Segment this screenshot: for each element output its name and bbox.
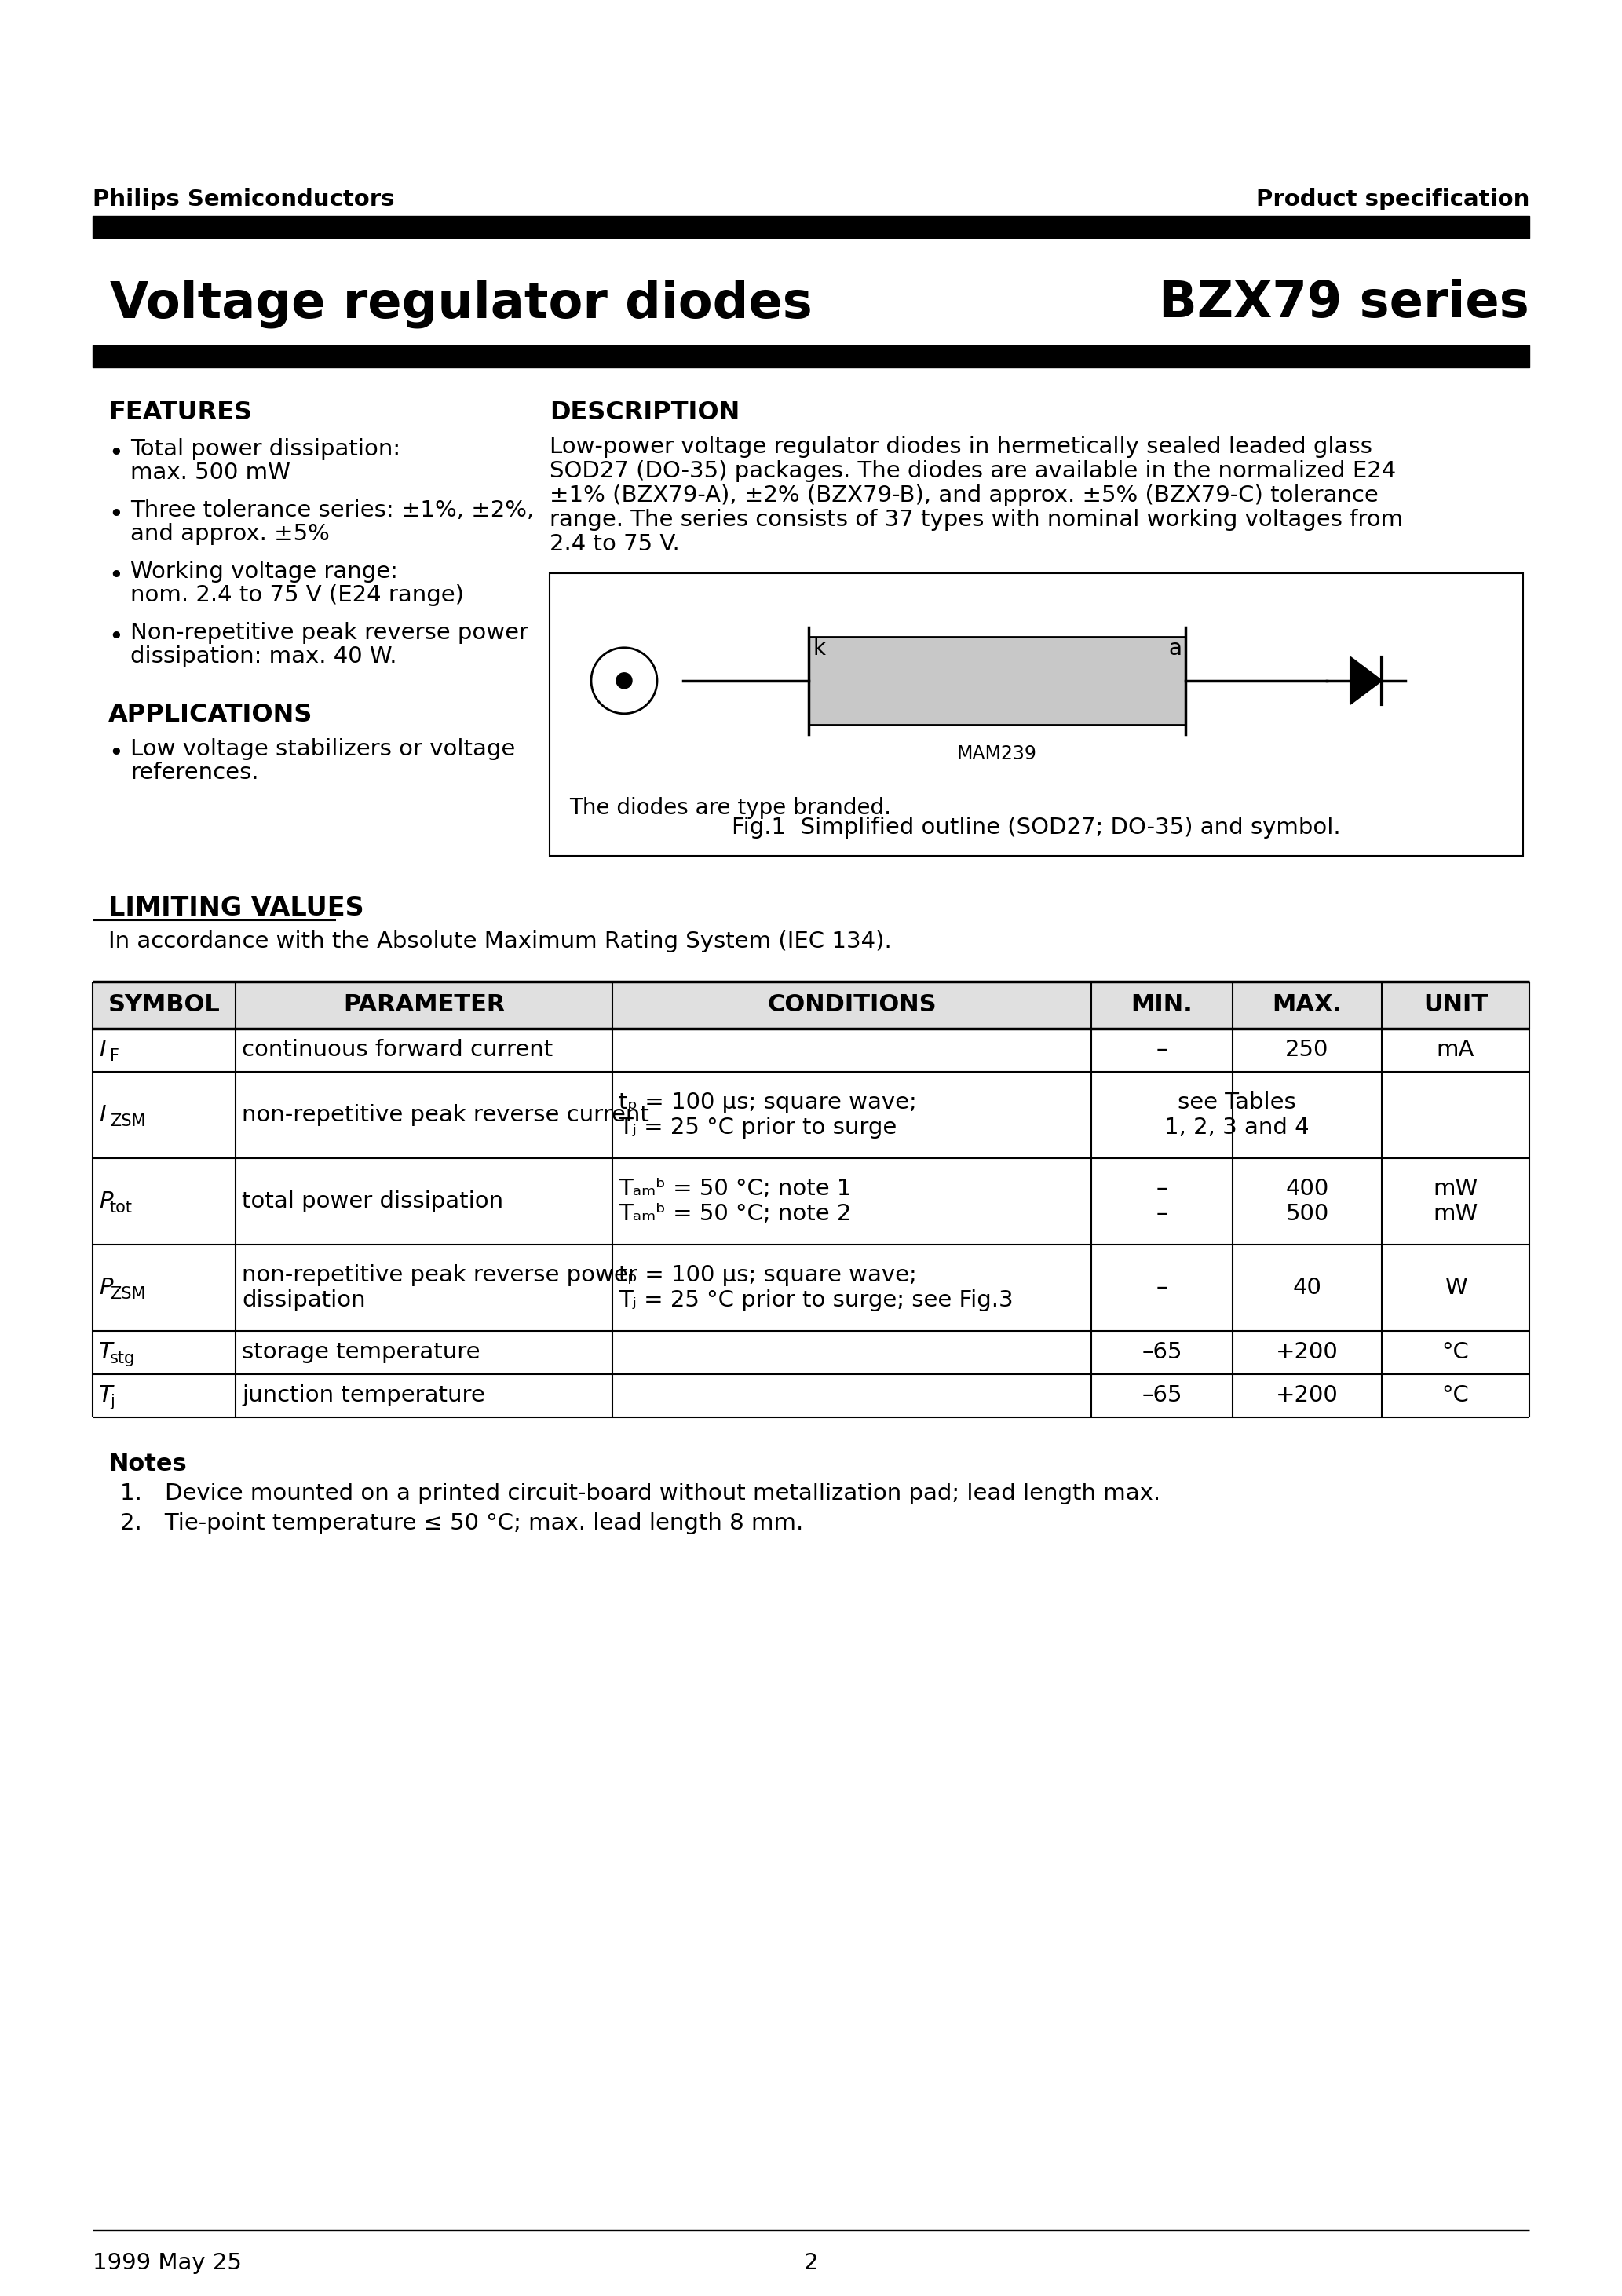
- Text: DESCRIPTION: DESCRIPTION: [550, 400, 740, 425]
- Text: –65: –65: [1142, 1384, 1182, 1407]
- Text: Three tolerance series: ±1%, ±2%,: Three tolerance series: ±1%, ±2%,: [130, 501, 534, 521]
- Text: Fig.1  Simplified outline (SOD27; DO-35) and symbol.: Fig.1 Simplified outline (SOD27; DO-35) …: [732, 817, 1341, 838]
- Text: dissipation: max. 40 W.: dissipation: max. 40 W.: [130, 645, 397, 668]
- Text: –: –: [1156, 1038, 1168, 1061]
- Text: •: •: [109, 625, 123, 650]
- Text: j: j: [110, 1394, 115, 1410]
- Text: +200: +200: [1277, 1341, 1338, 1364]
- Text: T: T: [99, 1384, 114, 1407]
- Text: W: W: [1444, 1277, 1466, 1300]
- Text: Low voltage stabilizers or voltage: Low voltage stabilizers or voltage: [130, 737, 516, 760]
- Bar: [809, 636, 1186, 726]
- Text: nom. 2.4 to 75 V (E24 range): nom. 2.4 to 75 V (E24 range): [130, 583, 464, 606]
- Text: ZSM: ZSM: [110, 1286, 146, 1302]
- Text: dissipation: dissipation: [242, 1290, 365, 1311]
- Text: Tⱼ = 25 °C prior to surge: Tⱼ = 25 °C prior to surge: [618, 1116, 897, 1139]
- Text: 250: 250: [1286, 1038, 1328, 1061]
- Text: 40: 40: [1293, 1277, 1322, 1300]
- Text: 1. Device mounted on a printed circuit-board without metallization pad; lead len: 1. Device mounted on a printed circuit-b…: [120, 1483, 1160, 1504]
- Text: Philips Semiconductors: Philips Semiconductors: [92, 188, 394, 211]
- Text: 500: 500: [1286, 1203, 1328, 1226]
- Text: Non-repetitive peak reverse power: Non-repetitive peak reverse power: [130, 622, 529, 643]
- Circle shape: [616, 673, 633, 689]
- Text: see Tables: see Tables: [1178, 1091, 1296, 1114]
- Text: In accordance with the Absolute Maximum Rating System (IEC 134).: In accordance with the Absolute Maximum …: [109, 930, 892, 953]
- Text: LIMITING VALUES: LIMITING VALUES: [109, 895, 363, 921]
- Text: references.: references.: [130, 762, 258, 783]
- Text: P: P: [99, 1277, 114, 1300]
- Text: Low-power voltage regulator diodes in hermetically sealed leaded glass: Low-power voltage regulator diodes in he…: [550, 436, 1372, 457]
- Text: range. The series consists of 37 types with nominal working voltages from: range. The series consists of 37 types w…: [550, 510, 1403, 530]
- Text: •: •: [109, 565, 123, 588]
- Text: max. 500 mW: max. 500 mW: [130, 461, 290, 484]
- Text: Product specification: Product specification: [1255, 188, 1530, 211]
- Text: 1999 May 25: 1999 May 25: [92, 2252, 242, 2273]
- Text: junction temperature: junction temperature: [242, 1384, 485, 1407]
- Text: mW: mW: [1434, 1203, 1478, 1226]
- Polygon shape: [1351, 657, 1382, 705]
- Text: •: •: [109, 742, 123, 765]
- Text: The diodes are type branded.: The diodes are type branded.: [569, 797, 890, 820]
- Text: mW: mW: [1434, 1178, 1478, 1201]
- Text: CONDITIONS: CONDITIONS: [767, 994, 936, 1017]
- Text: +200: +200: [1277, 1384, 1338, 1407]
- Text: tot: tot: [110, 1201, 133, 1215]
- Text: I: I: [99, 1038, 105, 1061]
- Text: UNIT: UNIT: [1424, 994, 1487, 1017]
- Text: Notes: Notes: [109, 1453, 187, 1476]
- Text: mA: mA: [1437, 1038, 1474, 1061]
- Text: F: F: [110, 1049, 120, 1063]
- Text: and approx. ±5%: and approx. ±5%: [130, 523, 329, 544]
- Text: ZSM: ZSM: [110, 1114, 146, 1130]
- Text: •: •: [109, 441, 123, 466]
- Text: •: •: [109, 503, 123, 526]
- Text: SOD27 (DO-35) packages. The diodes are available in the normalized E24: SOD27 (DO-35) packages. The diodes are a…: [550, 459, 1397, 482]
- Text: 2.4 to 75 V.: 2.4 to 75 V.: [550, 533, 680, 556]
- Text: Tⱼ = 25 °C prior to surge; see Fig.3: Tⱼ = 25 °C prior to surge; see Fig.3: [618, 1290, 1014, 1311]
- Text: a: a: [1168, 638, 1181, 659]
- Text: MIN.: MIN.: [1131, 994, 1192, 1017]
- Text: continuous forward current: continuous forward current: [242, 1038, 553, 1061]
- Text: APPLICATIONS: APPLICATIONS: [109, 703, 313, 728]
- Text: °C: °C: [1442, 1384, 1470, 1407]
- Text: 2: 2: [805, 2252, 817, 2273]
- Text: PARAMETER: PARAMETER: [342, 994, 504, 1017]
- Text: °C: °C: [1442, 1341, 1470, 1364]
- Text: I: I: [99, 1104, 105, 1125]
- Text: SYMBOL: SYMBOL: [109, 994, 221, 1017]
- Text: –: –: [1156, 1277, 1168, 1300]
- Text: –: –: [1156, 1178, 1168, 1201]
- Text: MAM239: MAM239: [957, 744, 1036, 762]
- Text: –65: –65: [1142, 1341, 1182, 1364]
- Text: T: T: [99, 1341, 114, 1364]
- Text: 2. Tie-point temperature ≤ 50 °C; max. lead length 8 mm.: 2. Tie-point temperature ≤ 50 °C; max. l…: [120, 1513, 803, 1534]
- Text: 400: 400: [1286, 1178, 1328, 1201]
- Text: ±1% (BZX79-A), ±2% (BZX79-B), and approx. ±5% (BZX79-C) tolerance: ±1% (BZX79-A), ±2% (BZX79-B), and approx…: [550, 484, 1379, 507]
- Text: k: k: [813, 638, 826, 659]
- Text: –: –: [1156, 1203, 1168, 1226]
- Text: BZX79 series: BZX79 series: [1160, 278, 1530, 328]
- Text: Total power dissipation:: Total power dissipation:: [130, 439, 401, 459]
- Text: Tₐₘᵇ = 50 °C; note 2: Tₐₘᵇ = 50 °C; note 2: [618, 1203, 852, 1226]
- Text: storage temperature: storage temperature: [242, 1341, 480, 1364]
- Text: tₚ = 100 μs; square wave;: tₚ = 100 μs; square wave;: [618, 1091, 916, 1114]
- Text: FEATURES: FEATURES: [109, 400, 251, 425]
- Text: tₚ = 100 μs; square wave;: tₚ = 100 μs; square wave;: [618, 1265, 916, 1286]
- Text: P: P: [99, 1189, 114, 1212]
- Text: 1, 2, 3 and 4: 1, 2, 3 and 4: [1165, 1116, 1309, 1139]
- Text: Tₐₘᵇ = 50 °C; note 1: Tₐₘᵇ = 50 °C; note 1: [618, 1178, 852, 1201]
- Bar: [550, 574, 1523, 856]
- Text: stg: stg: [110, 1350, 135, 1366]
- Text: non-repetitive peak reverse power: non-repetitive peak reverse power: [242, 1265, 637, 1286]
- Text: Voltage regulator diodes: Voltage regulator diodes: [110, 278, 813, 328]
- Text: MAX.: MAX.: [1272, 994, 1341, 1017]
- Text: Working voltage range:: Working voltage range:: [130, 560, 397, 583]
- Text: total power dissipation: total power dissipation: [242, 1189, 503, 1212]
- Text: non-repetitive peak reverse current: non-repetitive peak reverse current: [242, 1104, 649, 1125]
